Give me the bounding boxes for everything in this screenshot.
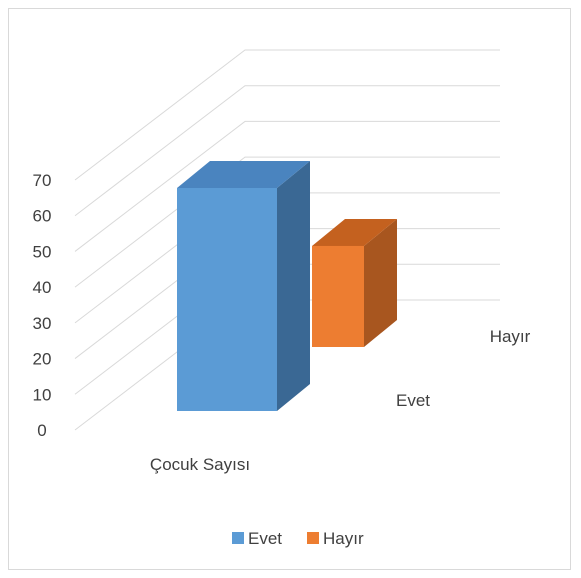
gridline: [74, 85, 500, 217]
y-axis-ticks: 0 10 20 30 40 50 60 70: [33, 171, 52, 440]
bar-top: [312, 218, 397, 246]
y-tick-label: 20: [33, 350, 52, 369]
legend-swatch-hayir: [307, 532, 319, 544]
bar-front: [312, 245, 364, 347]
bar-side: [277, 161, 310, 411]
bar-evet: [177, 161, 310, 411]
y-tick-label: 30: [33, 314, 52, 333]
legend-label-evet: Evet: [248, 529, 282, 548]
bar-front: [177, 188, 277, 411]
legend: Evet Hayır: [232, 529, 364, 548]
depth-label-hayir: Hayır: [490, 327, 531, 346]
bar-hayir: [312, 218, 397, 347]
y-tick-label: 10: [33, 385, 52, 404]
y-tick-label: 70: [33, 171, 52, 190]
y-tick-label: 60: [33, 207, 52, 226]
legend-swatch-evet: [232, 532, 244, 544]
gridline: [74, 49, 500, 181]
depth-label-evet: Evet: [396, 391, 430, 410]
bar-side: [364, 218, 397, 347]
category-label: Çocuk Sayısı: [150, 455, 250, 474]
gridlines: [74, 49, 500, 431]
y-tick-label: 50: [33, 242, 52, 261]
y-tick-label: 0: [37, 421, 46, 440]
gridline: [74, 120, 500, 252]
y-tick-label: 40: [33, 278, 52, 297]
bars: [177, 161, 397, 411]
bar-top: [177, 161, 310, 188]
gridline: [74, 156, 500, 288]
legend-label-hayir: Hayır: [323, 529, 364, 548]
